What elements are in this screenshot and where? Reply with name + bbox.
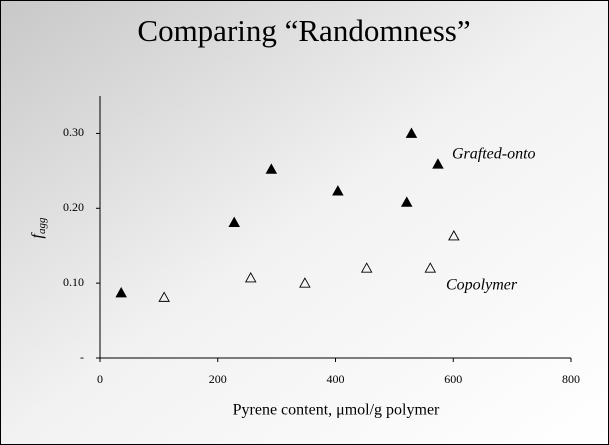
data-point xyxy=(432,158,444,169)
data-point xyxy=(400,196,413,207)
x-tick-label: 600 xyxy=(444,372,462,386)
data-point xyxy=(332,185,344,196)
data-point xyxy=(265,163,278,174)
y-tick-label: - xyxy=(80,350,84,364)
x-tick-label: 400 xyxy=(327,372,345,386)
chart-title: Comparing “Randomness” xyxy=(137,13,470,48)
series-label: Grafted-onto xyxy=(452,146,536,163)
data-point xyxy=(448,230,460,241)
data-point xyxy=(228,216,240,227)
y-tick-label: 0.10 xyxy=(63,275,84,289)
y-tick-label: 0.30 xyxy=(63,125,84,139)
x-tick-label: 800 xyxy=(562,372,580,386)
data-point xyxy=(158,291,170,302)
data-point xyxy=(244,271,257,283)
x-axis-label: Pyrene content, μmol/g polymer xyxy=(233,402,440,419)
data-point xyxy=(115,286,127,298)
data-point xyxy=(360,262,373,273)
y-label-subscript: agg xyxy=(36,217,48,234)
y-label-main: f xyxy=(29,231,46,238)
x-tick-label: 0 xyxy=(97,372,103,386)
series-label: Copolymer xyxy=(446,277,518,294)
y-tick-label: 0.20 xyxy=(63,200,84,214)
x-tick-label: 200 xyxy=(209,372,227,386)
y-axis-label: fagg xyxy=(29,217,48,238)
data-point xyxy=(299,277,311,288)
data-point xyxy=(424,262,437,273)
data-point xyxy=(405,127,418,138)
